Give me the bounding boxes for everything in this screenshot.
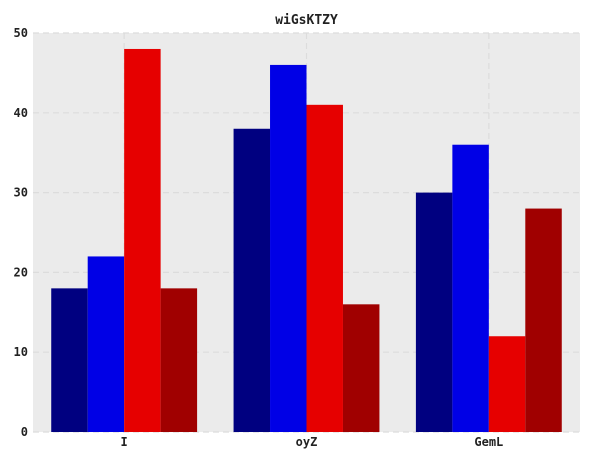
bar-series2-oyZ xyxy=(270,64,307,433)
bar-series3-oyZ xyxy=(306,104,343,432)
y-axis-ticks: 0 10 20 30 40 50 xyxy=(14,26,28,439)
x-tick-label: I xyxy=(121,435,128,449)
bar-series3-GemL xyxy=(488,336,526,432)
x-tick-label: oyZ xyxy=(296,435,318,449)
bar-series1-I xyxy=(51,288,88,432)
bar-series2-GemL xyxy=(452,144,489,432)
bar-series4-I xyxy=(160,288,198,432)
x-tick-label: GemL xyxy=(474,435,503,449)
bar-series4-GemL xyxy=(525,208,562,432)
y-tick-label: 20 xyxy=(14,265,28,279)
y-tick-label: 30 xyxy=(14,186,28,200)
y-tick-label: 40 xyxy=(14,106,28,120)
y-tick-label: 0 xyxy=(21,425,28,439)
chart-title: wiGsKTZY xyxy=(275,13,338,28)
bar-series4-oyZ xyxy=(342,304,380,432)
bar-series1-oyZ xyxy=(233,128,271,432)
y-tick-label: 10 xyxy=(14,345,28,359)
bars xyxy=(51,48,562,433)
y-tick-label: 50 xyxy=(14,26,28,40)
bar-series1-GemL xyxy=(415,192,453,432)
bar-series2-I xyxy=(87,256,125,432)
bar-series3-I xyxy=(124,48,161,433)
